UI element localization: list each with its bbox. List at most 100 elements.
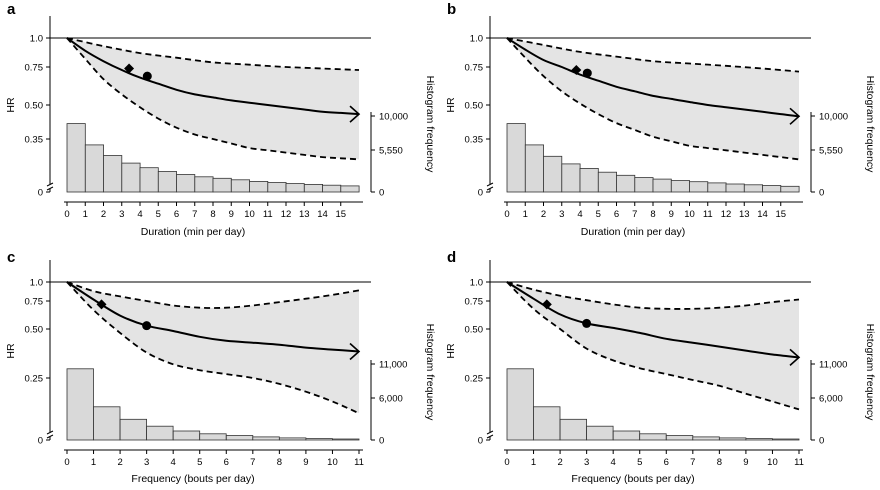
x-tick-label: 15 (335, 209, 346, 220)
x-tick-label: 4 (611, 457, 616, 468)
lower-ci-line (66, 281, 360, 415)
y-tick-label: 0.50 (465, 101, 484, 112)
y2-tick-label: 11,000 (819, 360, 847, 371)
y-tick-label: 1.0 (30, 278, 43, 289)
histogram-bar (93, 406, 121, 441)
x-tick-label: 9 (229, 209, 234, 220)
x-tick-label: 7 (192, 209, 197, 220)
histogram-bar (561, 163, 581, 193)
y2-tick-label: 0 (819, 188, 824, 199)
x-tick-label: 4 (137, 209, 142, 220)
estimate-line (506, 281, 800, 359)
x-tick-label: 1 (91, 457, 96, 468)
x-tick-label: 10 (767, 457, 778, 468)
histogram-bar (543, 155, 563, 193)
estimate-arrowhead (349, 342, 361, 361)
y2-tick-label: 0 (819, 436, 824, 447)
histogram-bar (225, 435, 254, 441)
x-tick-label: 4 (171, 457, 176, 468)
histogram-bar (772, 438, 800, 441)
y-tick-label: 0.50 (25, 325, 44, 336)
estimate-arrowhead (789, 107, 801, 125)
x-tick-label: 8 (650, 209, 655, 220)
x-tick-label: 5 (197, 457, 202, 468)
y-axis-label: HR (5, 97, 17, 113)
y-axis-label: HR (445, 343, 457, 359)
histogram-bar (506, 123, 526, 193)
x-tick-label: 12 (721, 209, 732, 220)
diamond-marker (124, 63, 135, 74)
lower-ci-line (66, 37, 360, 161)
diamond-marker (541, 299, 552, 310)
x-tick-label: 11 (263, 209, 273, 220)
y-tick-label: 0.25 (465, 374, 484, 385)
x-tick-label: 8 (210, 209, 215, 220)
x-tick-label: 3 (119, 209, 124, 220)
y2-axis-label: Histogram frequency (864, 324, 876, 422)
x-tick-label: 7 (690, 457, 695, 468)
histogram-bar (586, 425, 614, 441)
chart-panel-b: b 1.0 0.75 0.50 0.35 0 HR 10,000 5,550 0 Histogram… (445, 1, 876, 238)
x-tick-label: 12 (281, 209, 292, 220)
y-tick-label: 1.0 (470, 278, 483, 289)
x-tick-label: 10 (327, 457, 338, 468)
histogram-bar (670, 180, 690, 193)
axis-break (46, 182, 54, 191)
x-tick-label: 2 (101, 209, 106, 220)
histogram-bar (634, 177, 654, 193)
x-tick-label: 0 (504, 457, 509, 468)
histogram-bar (506, 368, 534, 441)
x-tick-label: 0 (64, 457, 69, 468)
panel-letter: a (7, 1, 16, 18)
x-tick-label: 5 (156, 209, 161, 220)
axis-break (486, 430, 494, 439)
histogram-bar (176, 174, 196, 193)
histogram-bar (212, 177, 232, 193)
histogram-bar (119, 418, 147, 441)
histogram-bar (103, 155, 123, 193)
x-tick-label: 6 (174, 209, 179, 220)
x-tick-label: 10 (684, 209, 695, 220)
x-axis-label: Duration (min per day) (141, 226, 245, 238)
x-tick-label: 7 (632, 209, 637, 220)
x-tick-label: 9 (669, 209, 674, 220)
axis-break (486, 182, 494, 191)
y-tick-label: 0.75 (25, 297, 44, 308)
y-axis-label: HR (445, 97, 457, 113)
x-tick-label: 11 (354, 457, 364, 468)
histogram-bar (639, 433, 667, 441)
y2-axis-label: Histogram frequency (864, 76, 876, 174)
x-tick-label: 1 (83, 209, 88, 220)
x-tick-label: 13 (299, 209, 310, 220)
circle-marker (142, 71, 152, 81)
x-tick-label: 8 (277, 457, 282, 468)
histogram-bar (199, 433, 227, 441)
y-tick-label: 0.75 (465, 63, 484, 74)
y-tick-label: 0.50 (25, 101, 44, 112)
histogram-bar (780, 185, 800, 193)
histogram-bar (230, 179, 251, 193)
x-tick-label: 11 (703, 209, 713, 220)
circle-marker (582, 68, 592, 78)
histogram-bar (745, 438, 773, 441)
x-tick-label: 15 (775, 209, 786, 220)
y-tick-label: 0 (38, 188, 43, 199)
y-tick-label: 0.75 (465, 297, 484, 308)
histogram-bar (579, 167, 599, 193)
histogram-bar (305, 438, 333, 441)
histogram-bar (84, 144, 105, 193)
histogram-bar (139, 167, 159, 193)
x-tick-label: 9 (743, 457, 748, 468)
estimate-line (506, 37, 800, 118)
y2-axis-label: Histogram frequency (424, 324, 436, 422)
histogram-bar (252, 436, 280, 441)
histogram-bar (146, 425, 174, 441)
x-tick-label: 3 (144, 457, 149, 468)
upper-ci-line (66, 281, 360, 309)
x-tick-label: 2 (117, 457, 122, 468)
histogram-bar (285, 183, 305, 193)
histogram-bar (172, 430, 201, 441)
panel-letter: b (447, 1, 456, 18)
ci-band (507, 282, 799, 410)
